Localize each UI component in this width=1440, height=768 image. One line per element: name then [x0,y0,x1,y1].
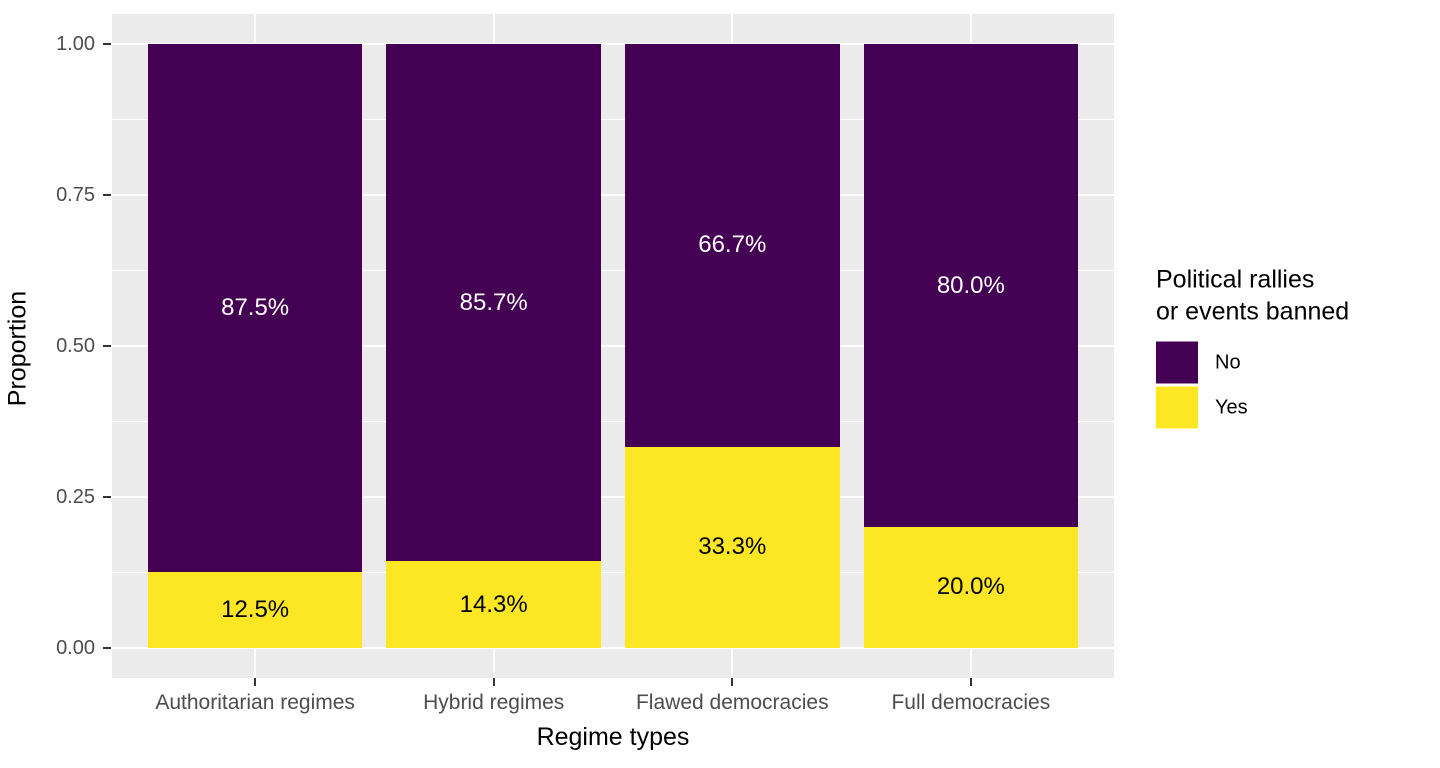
chart-panel: 87.5% 12.5% 85.7% 14.3% 66.7% 33.3% 80.0% 20.0% [112,14,1114,678]
y-axis-title: Proportion [3,290,32,407]
x-axis-tick-mark [731,678,734,686]
x-axis-tick-mark [492,678,495,686]
legend-key-no: No [1156,341,1349,384]
legend-label-no: No [1215,351,1241,373]
bar-segment-yes: 33.3% [624,446,840,648]
bar-value-label: 20.0% [936,573,1005,601]
gridline-minor [112,119,1114,121]
y-axis-tick-mark [103,194,111,197]
gridline-major [112,495,1114,498]
legend-label-yes: Yes [1215,396,1248,418]
y-axis-tick-label: 1.00 [56,33,95,56]
gridline-minor [112,571,1114,573]
bar-segment-yes: 14.3% [386,561,602,648]
legend: Political rallies or events banned No Ye… [1156,264,1349,429]
y-axis-tick-label: 0.00 [56,636,95,659]
gridline-minor [112,270,1114,272]
y-axis-tick-label: 0.50 [56,335,95,357]
bar-value-label: 12.5% [221,596,290,624]
x-axis-tick-label: Full democracies [891,691,1051,714]
bar-segment-no: 80.0% [863,44,1079,528]
bar-value-label: 80.0% [936,271,1005,299]
legend-swatch-no-icon [1156,341,1198,384]
x-axis-tick-mark [969,678,972,686]
gridline-major [112,43,1114,46]
gridline-minor [112,420,1114,422]
y-axis-tick-label: 0.75 [56,184,95,207]
bar-segment-yes: 20.0% [863,527,1079,648]
bar-value-label: 87.5% [221,294,290,322]
legend-title: Political rallies or events banned [1156,265,1350,326]
y-axis-tick-mark [103,646,111,649]
x-axis-title: Regime types [536,723,690,751]
legend-keys: No Yes [1156,341,1349,429]
gridline-major [112,646,1114,649]
bar-segment-no: 85.7% [386,44,602,562]
y-axis-tick-mark [103,43,111,46]
bar-value-label: 33.3% [698,533,767,561]
x-axis-tick-label: Hybrid regimes [423,691,565,714]
y-axis-tick-mark [103,345,111,347]
bar-value-label: 66.7% [698,231,767,259]
bar-segment-no: 66.7% [624,44,840,447]
x-axis-tick-label: Authoritarian regimes [155,691,355,714]
y-axis-tick-label: 0.25 [56,485,95,508]
bar-segment-no: 87.5% [147,44,363,573]
x-axis-tick-mark [254,678,257,686]
legend-swatch-yes-icon [1156,386,1198,429]
bar-value-label: 85.7% [459,288,528,316]
bar-value-label: 14.3% [459,590,528,618]
bar-segment-yes: 12.5% [147,572,363,648]
gridline-major [112,345,1114,347]
y-axis-tick-mark [103,495,111,498]
gridline-major [112,194,1114,197]
legend-key-yes: Yes [1156,386,1349,429]
x-axis-tick-label: Flawed democracies [635,691,829,714]
